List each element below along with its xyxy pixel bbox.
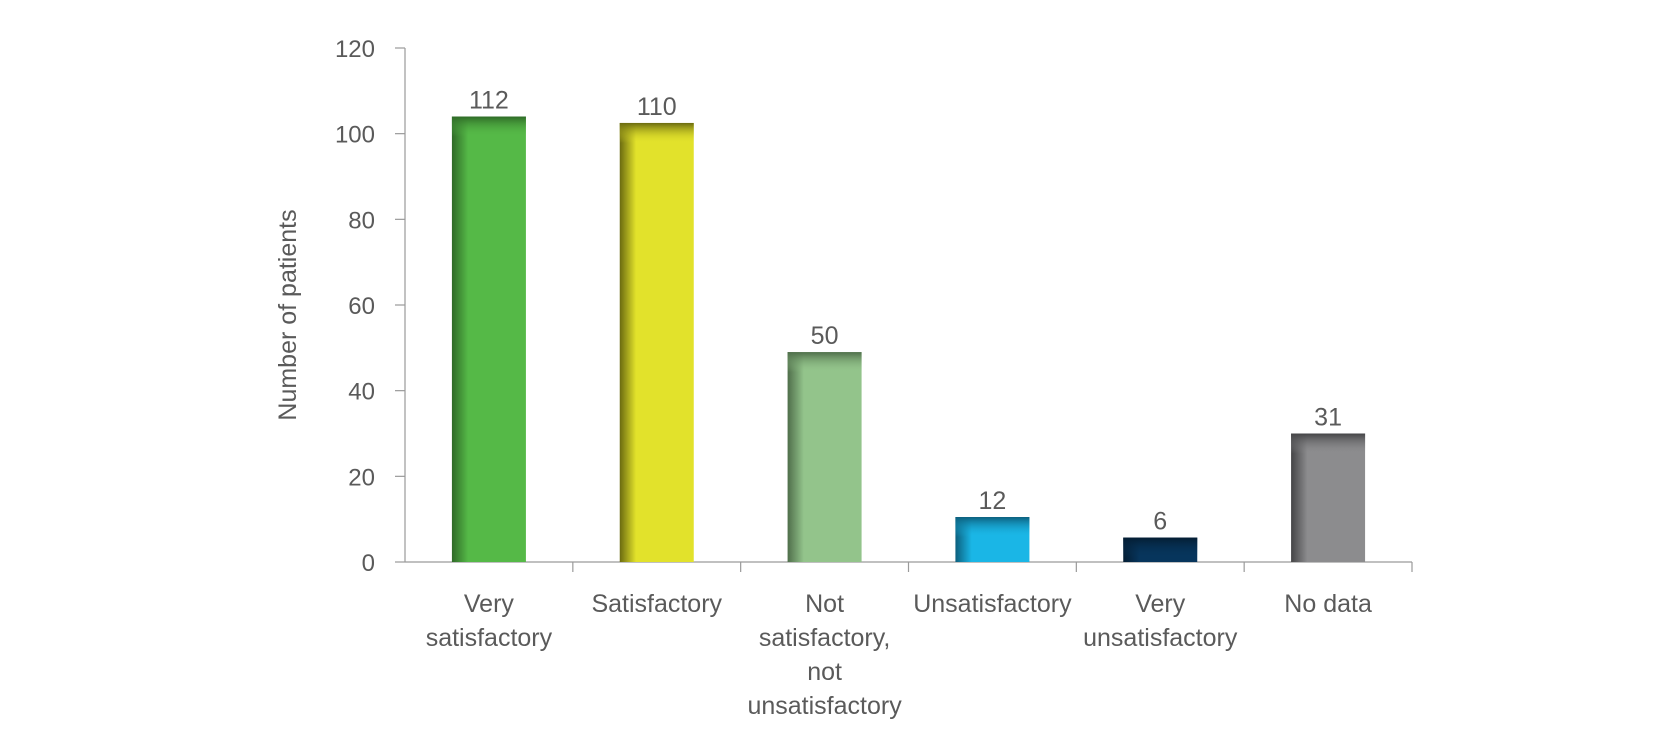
x-category-label: Unsatisfactory xyxy=(913,590,1072,618)
data-label: 50 xyxy=(811,322,839,350)
bar-top-shade xyxy=(451,116,526,137)
bar-top-shade xyxy=(619,122,694,143)
bar xyxy=(1291,433,1366,562)
x-category-label: No data xyxy=(1284,590,1372,618)
bar-top-shade xyxy=(787,352,862,373)
data-labels: 112 110 50 12 6 31 xyxy=(469,87,1342,536)
data-label: 6 xyxy=(1153,508,1167,536)
y-tick-label: 80 xyxy=(348,207,375,234)
bar-fill xyxy=(787,352,862,562)
x-category-label: Not satisfactory, not unsatisfactory xyxy=(747,590,902,720)
bar-top-shade xyxy=(1291,433,1366,454)
x-category-label: Satisfactory xyxy=(591,590,722,618)
y-tick-label: 40 xyxy=(348,379,375,406)
data-label: 112 xyxy=(469,87,509,115)
data-label: 12 xyxy=(979,487,1007,515)
bar-top-shade xyxy=(955,517,1030,538)
bar xyxy=(955,517,1030,562)
x-axis: Very satisfactory Satisfactory Not satisfact… xyxy=(405,561,1413,720)
data-label: 31 xyxy=(1314,404,1342,432)
bar xyxy=(1123,537,1198,562)
y-axis: 0 20 40 60 80 100 120 xyxy=(335,36,406,577)
data-label: 110 xyxy=(637,93,677,121)
bar-fill xyxy=(1291,433,1366,562)
y-tick-label: 60 xyxy=(348,293,375,320)
bar-fill xyxy=(451,116,526,563)
y-tick-label: 0 xyxy=(362,550,375,577)
y-tick-label: 20 xyxy=(348,464,375,491)
bar-fill xyxy=(619,122,694,562)
y-tick-label: 120 xyxy=(335,36,375,63)
bar-top-shade xyxy=(1123,537,1198,558)
x-category-label: Very satisfactory xyxy=(426,590,553,652)
bar xyxy=(787,352,862,562)
y-tick-label: 100 xyxy=(335,122,375,149)
bar xyxy=(619,122,694,562)
x-category-label: Very unsatisfactory xyxy=(1083,590,1238,652)
y-axis-title: Number of patients xyxy=(274,209,302,420)
bar xyxy=(451,116,526,563)
bars xyxy=(451,116,1366,563)
